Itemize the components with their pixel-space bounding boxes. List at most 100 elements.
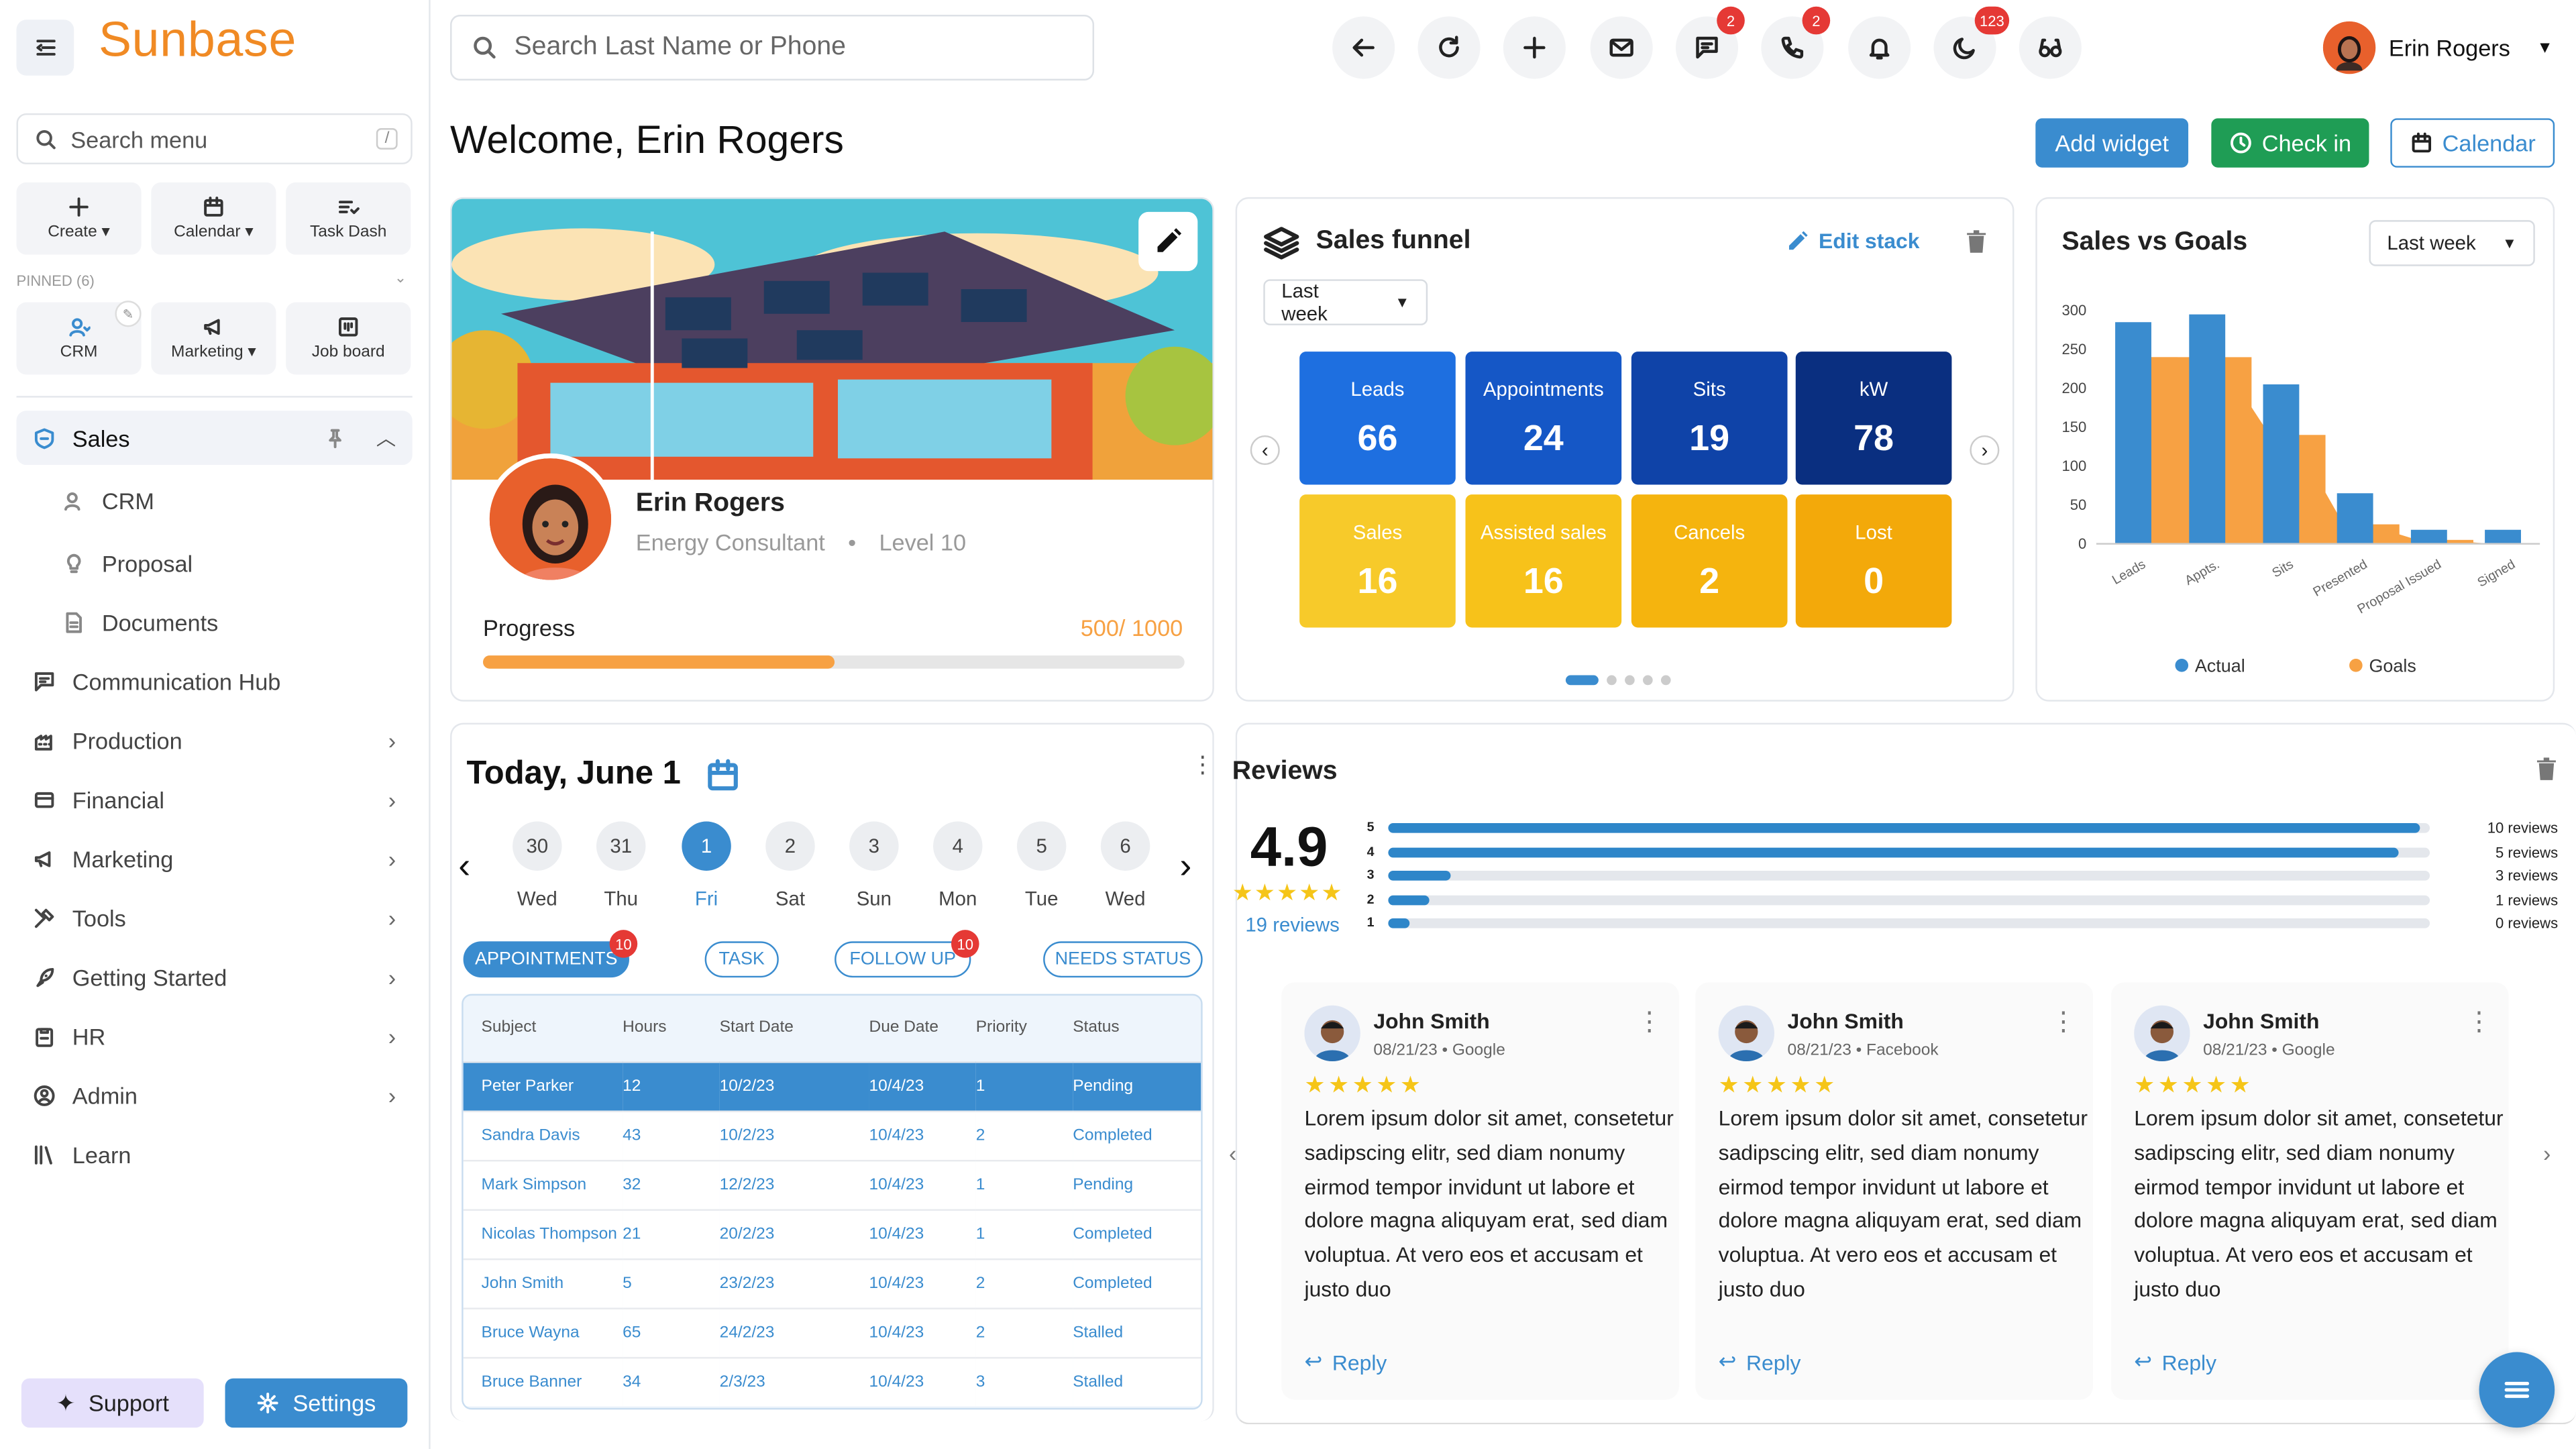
chart-period-select[interactable]: Last week ▼: [2369, 220, 2535, 266]
trash-icon[interactable]: [1964, 228, 1990, 254]
table-row[interactable]: Bruce Banner 34 2/3/23 10/4/23 3 Stalled: [463, 1356, 1201, 1407]
funnel-tile-kw[interactable]: kW 78: [1795, 352, 1952, 485]
carousel-dot[interactable]: [1660, 675, 1671, 686]
task-dash-button[interactable]: Task Dash: [286, 182, 411, 255]
calendar-icon[interactable]: [705, 757, 741, 794]
day-4[interactable]: 4 Mon: [933, 821, 983, 910]
trash-icon[interactable]: [2533, 756, 2559, 782]
edit-cover-button[interactable]: [1138, 211, 1198, 272]
dark-mode-button[interactable]: 123: [1933, 6, 2010, 79]
sidebar-item-communication-hub[interactable]: Communication Hub: [16, 654, 412, 708]
mail-button[interactable]: [1590, 16, 1653, 79]
funnel-tile-sales[interactable]: Sales 16: [1299, 494, 1456, 628]
day-1-selected[interactable]: 1 Fri: [682, 821, 731, 910]
pinned-job-board[interactable]: Job board: [286, 302, 411, 375]
sidebar-item-production[interactable]: Production ›: [16, 713, 412, 767]
table-row[interactable]: Mark Simpson 32 12/2/23 10/4/23 1 Pending: [463, 1159, 1201, 1210]
notifications-button[interactable]: [1848, 16, 1911, 79]
add-widget-button[interactable]: Add widget: [2035, 118, 2189, 168]
sidebar-item-sales[interactable]: Sales ︿: [16, 411, 413, 466]
sidebar-item-crm[interactable]: CRM: [16, 473, 412, 527]
kebab-menu-icon[interactable]: ⋮: [2050, 1008, 2077, 1037]
support-button[interactable]: ✦ Support: [21, 1378, 204, 1428]
pinned-marketing[interactable]: Marketing ▾: [151, 302, 276, 375]
refresh-button[interactable]: [1417, 16, 1481, 79]
sidebar-item-hr[interactable]: HR ›: [16, 1009, 412, 1063]
kebab-menu-icon[interactable]: ⋮: [2465, 1008, 2493, 1037]
check-in-button[interactable]: Check in: [2211, 118, 2369, 168]
sidebar-item-documents[interactable]: Documents: [16, 595, 412, 649]
edit-stack-button[interactable]: Edit stack: [1786, 228, 1919, 253]
funnel-tile-lost[interactable]: Lost 0: [1795, 494, 1952, 628]
add-button[interactable]: [1503, 16, 1566, 79]
floating-menu-button[interactable]: [2479, 1352, 2555, 1428]
day-31[interactable]: 31 Thu: [596, 821, 646, 910]
settings-button[interactable]: Settings: [225, 1378, 408, 1428]
sidebar-item-tools[interactable]: Tools ›: [16, 890, 412, 945]
pinned-collapse-icon[interactable]: ⌄: [394, 269, 407, 286]
table-row[interactable]: Peter Parker 12 10/2/23 10/4/23 1 Pending: [463, 1060, 1201, 1111]
day-6[interactable]: 6 Wed: [1100, 821, 1150, 910]
calls-button[interactable]: 2: [1761, 6, 1831, 79]
carousel-dot[interactable]: [1607, 675, 1617, 686]
funnel-period-select[interactable]: Last week ▼: [1263, 279, 1428, 325]
funnel-tile-leads[interactable]: Leads 66: [1299, 352, 1456, 485]
carousel-dot[interactable]: [1643, 675, 1653, 686]
funnel-tile-sits[interactable]: Sits 19: [1631, 352, 1788, 485]
tab-task[interactable]: TASK: [704, 941, 779, 978]
calendar-button[interactable]: Calendar: [2390, 118, 2555, 168]
sidebar-item-learn[interactable]: Learn: [16, 1127, 412, 1181]
table-row[interactable]: Bruce Wayna 65 24/2/23 10/4/23 2 Stalled: [463, 1307, 1201, 1357]
carousel-dot-active[interactable]: [1565, 675, 1599, 686]
table-cell: 10/4/23: [869, 1307, 976, 1357]
back-button[interactable]: [1332, 16, 1395, 79]
sidebar-item-proposal[interactable]: Proposal: [16, 535, 412, 590]
kebab-menu-icon[interactable]: ⋮: [1636, 1008, 1663, 1037]
day-30[interactable]: 30 Wed: [513, 821, 562, 910]
review-meta: 08/21/23 • Google: [1373, 1041, 1505, 1060]
reviews-prev-button[interactable]: ‹: [1228, 1140, 1237, 1167]
week-prev-button[interactable]: ‹: [458, 844, 471, 886]
menu-search-input[interactable]: Search menu /: [16, 113, 413, 164]
sidebar-item-admin[interactable]: Admin ›: [16, 1068, 412, 1122]
pin-icon[interactable]: [323, 427, 346, 449]
calendar-quick-button[interactable]: Calendar ▾: [151, 182, 276, 255]
table-row[interactable]: Sandra Davis 43 10/2/23 10/4/23 2 Completed: [463, 1110, 1201, 1160]
tab-needs-status[interactable]: NEEDS STATUS: [1043, 941, 1203, 978]
funnel-tile-cancels[interactable]: Cancels 2: [1631, 494, 1788, 628]
collapse-menu-button[interactable]: [16, 19, 74, 76]
chevron-up-icon[interactable]: ︿: [376, 427, 396, 451]
unpin-icon[interactable]: ✎: [115, 301, 142, 327]
funnel-tile-appointments[interactable]: Appointments 24: [1465, 352, 1622, 485]
day-2[interactable]: 2 Sat: [765, 821, 815, 910]
messages-button[interactable]: 2: [1675, 6, 1745, 79]
tab-appointments[interactable]: APPOINTMENTS 10: [463, 930, 638, 978]
reading-glasses-button[interactable]: [2019, 16, 2082, 79]
carousel-dot[interactable]: [1625, 675, 1635, 686]
day-3[interactable]: 3 Sun: [849, 821, 899, 910]
global-search-input[interactable]: Search Last Name or Phone: [450, 15, 1095, 81]
reviews-next-button[interactable]: ›: [2543, 1140, 2551, 1167]
reply-button[interactable]: ↩ Reply: [2134, 1349, 2216, 1375]
sidebar-item-marketing[interactable]: Marketing ›: [16, 831, 412, 885]
check-in-label: Check in: [2261, 129, 2352, 156]
reviewer-avatar: [1304, 1005, 1360, 1062]
reply-button[interactable]: ↩ Reply: [1719, 1349, 1801, 1375]
user-menu[interactable]: Erin Rogers ▼: [2322, 19, 2553, 75]
table-row[interactable]: John Smith 5 23/2/23 10/4/23 2 Completed: [463, 1257, 1201, 1308]
table-header-row: Subject Hours Start Date Due Date Priori…: [464, 996, 1201, 1061]
week-next-button[interactable]: ›: [1179, 844, 1192, 886]
sidebar-item-financial[interactable]: Financial ›: [16, 772, 412, 826]
tab-follow-up[interactable]: FOLLOW UP 10: [835, 930, 979, 978]
table-row[interactable]: Nicolas Thompson 21 20/2/23 10/4/23 1 Complet…: [463, 1208, 1201, 1258]
day-5[interactable]: 5 Tue: [1016, 821, 1067, 910]
reply-button[interactable]: ↩ Reply: [1305, 1349, 1387, 1375]
funnel-tile-assisted-sales[interactable]: Assisted sales 16: [1465, 494, 1622, 628]
rating-bar-fill: [1388, 822, 2420, 833]
create-button[interactable]: Create ▾: [16, 182, 142, 255]
pinned-crm[interactable]: CRM ✎: [16, 301, 142, 375]
funnel-prev-button[interactable]: ‹: [1250, 435, 1280, 466]
funnel-next-button[interactable]: ›: [1970, 435, 2000, 466]
sidebar-item-getting-started[interactable]: Getting Started ›: [16, 950, 412, 1004]
kebab-menu-icon[interactable]: ⋮: [1191, 751, 1214, 777]
